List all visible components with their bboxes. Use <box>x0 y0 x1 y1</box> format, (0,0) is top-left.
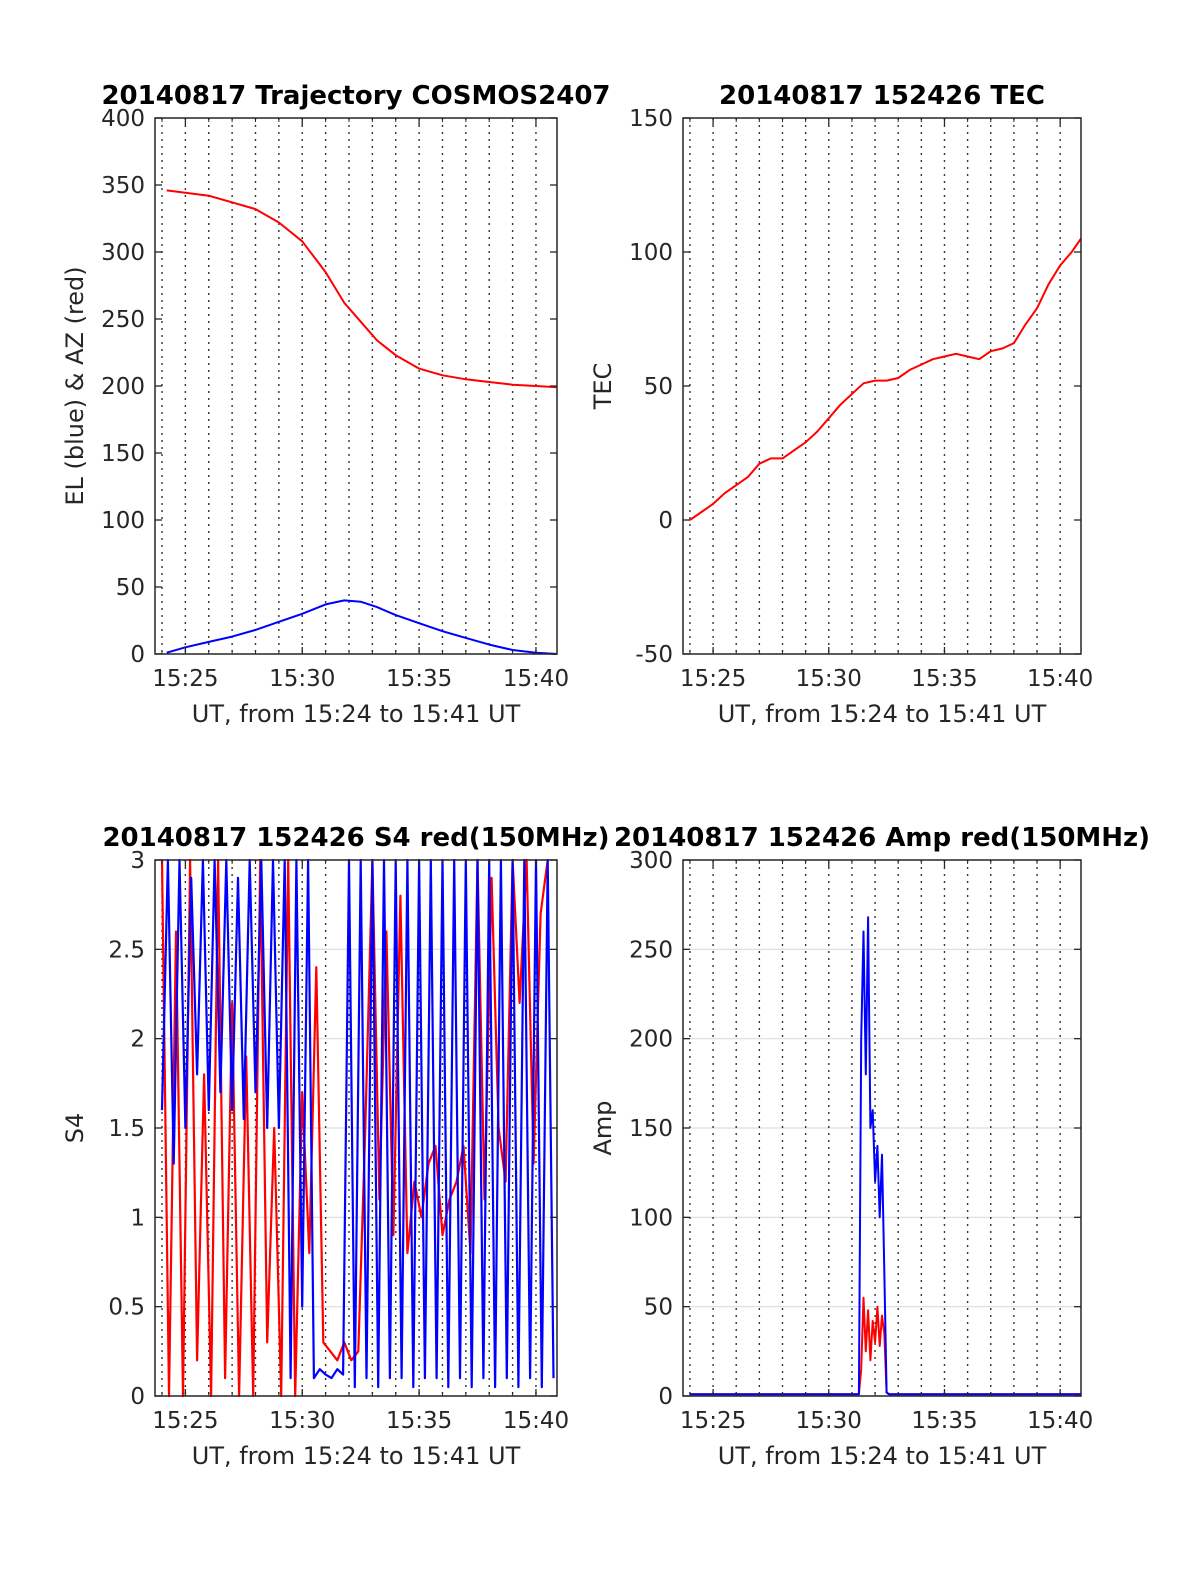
y-tick-label: 100 <box>101 508 145 534</box>
y-tick-label: 200 <box>629 1027 673 1053</box>
plot-box <box>682 117 1082 655</box>
x-tick-label: 15:25 <box>152 1408 218 1434</box>
series-blue-line <box>689 916 1081 1396</box>
chart-title: 20140817 152426 S4 red(150MHz) <box>102 823 609 853</box>
panel-trajectory: 15:25 15:30 15:35 15:40 0 50 100 150 200 250 300 35… <box>61 81 611 728</box>
y-tick-label: 0 <box>130 1384 145 1410</box>
panel-s4: 15:25 15:30 15:35 15:40 0 0.5 1 1.5 2 2.5 32014081… <box>61 823 610 1470</box>
y-tick-label: 2.5 <box>108 937 145 963</box>
x-tick-label: 15:40 <box>503 1408 569 1434</box>
x-tick-label: 15:35 <box>911 1408 977 1434</box>
x-tick-label: 15:40 <box>1027 1408 1093 1434</box>
y-tick-label: 350 <box>101 173 145 199</box>
x-tick-label: 15:35 <box>911 666 977 692</box>
x-axis-label: UT, from 15:24 to 15:41 UT <box>192 700 521 728</box>
x-tick-label: 15:30 <box>796 666 862 692</box>
x-axis-label: UT, from 15:24 to 15:41 UT <box>718 1442 1047 1470</box>
x-tick-label: 15:30 <box>269 1408 335 1434</box>
y-tick-label: 50 <box>116 575 145 601</box>
series-tec-line <box>689 238 1082 521</box>
y-tick-label: 0 <box>130 642 145 668</box>
y-tick-label: 0 <box>658 1384 673 1410</box>
x-axis-label: UT, from 15:24 to 15:41 UT <box>718 700 1047 728</box>
y-tick-label: 100 <box>629 240 673 266</box>
y-axis-label: Amp <box>589 1100 617 1155</box>
y-axis-label: TEC <box>589 363 617 411</box>
y-tick-label: -50 <box>635 642 673 668</box>
y-tick-label: 100 <box>629 1205 673 1231</box>
panel-amp: 15:25 15:30 15:35 15:40 0 50 100 150 200 250 30020… <box>589 823 1150 1470</box>
y-tick-label: 150 <box>101 441 145 467</box>
chart-title: 20140817 Trajectory COSMOS2407 <box>101 81 610 111</box>
y-tick-label: 0 <box>658 508 673 534</box>
x-tick-label: 15:25 <box>152 666 218 692</box>
y-tick-label: 2 <box>130 1027 145 1053</box>
x-tick-label: 15:40 <box>1027 666 1093 692</box>
y-tick-label: 150 <box>629 1116 673 1142</box>
y-tick-label: 300 <box>629 848 673 874</box>
y-tick-label: 50 <box>644 374 673 400</box>
series-blue-line <box>160 858 555 1389</box>
y-tick-label: 1 <box>130 1205 145 1231</box>
x-tick-label: 15:30 <box>796 1408 862 1434</box>
y-tick-label: 150 <box>629 106 673 132</box>
y-tick-label: 200 <box>101 374 145 400</box>
x-tick-label: 15:40 <box>503 666 569 692</box>
x-tick-label: 15:25 <box>680 666 746 692</box>
y-tick-label: 50 <box>644 1295 673 1321</box>
x-tick-label: 15:35 <box>386 1408 452 1434</box>
x-axis-label: UT, from 15:24 to 15:41 UT <box>192 1442 521 1470</box>
y-tick-label: 250 <box>101 307 145 333</box>
panel-tec: 15:25 15:30 15:35 15:40 -50 0 50 100 150 20140817… <box>589 81 1093 728</box>
series-el-line <box>166 599 558 655</box>
y-tick-label: 400 <box>101 106 145 132</box>
y-tick-label: 3 <box>130 848 145 874</box>
y-axis-label: S4 <box>61 1113 89 1144</box>
chart-title: 20140817 152426 TEC <box>719 81 1045 111</box>
chart-title: 20140817 152426 Amp red(150MHz) <box>614 823 1150 853</box>
series-az-line <box>166 189 558 389</box>
y-tick-label: 300 <box>101 240 145 266</box>
x-tick-label: 15:30 <box>269 666 335 692</box>
y-tick-label: 250 <box>629 937 673 963</box>
x-tick-label: 15:35 <box>386 666 452 692</box>
y-tick-label: 1.5 <box>108 1116 145 1142</box>
y-tick-label: 0.5 <box>108 1295 145 1321</box>
y-axis-label: EL (blue) & AZ (red) <box>61 266 89 505</box>
x-tick-label: 15:25 <box>680 1408 746 1434</box>
